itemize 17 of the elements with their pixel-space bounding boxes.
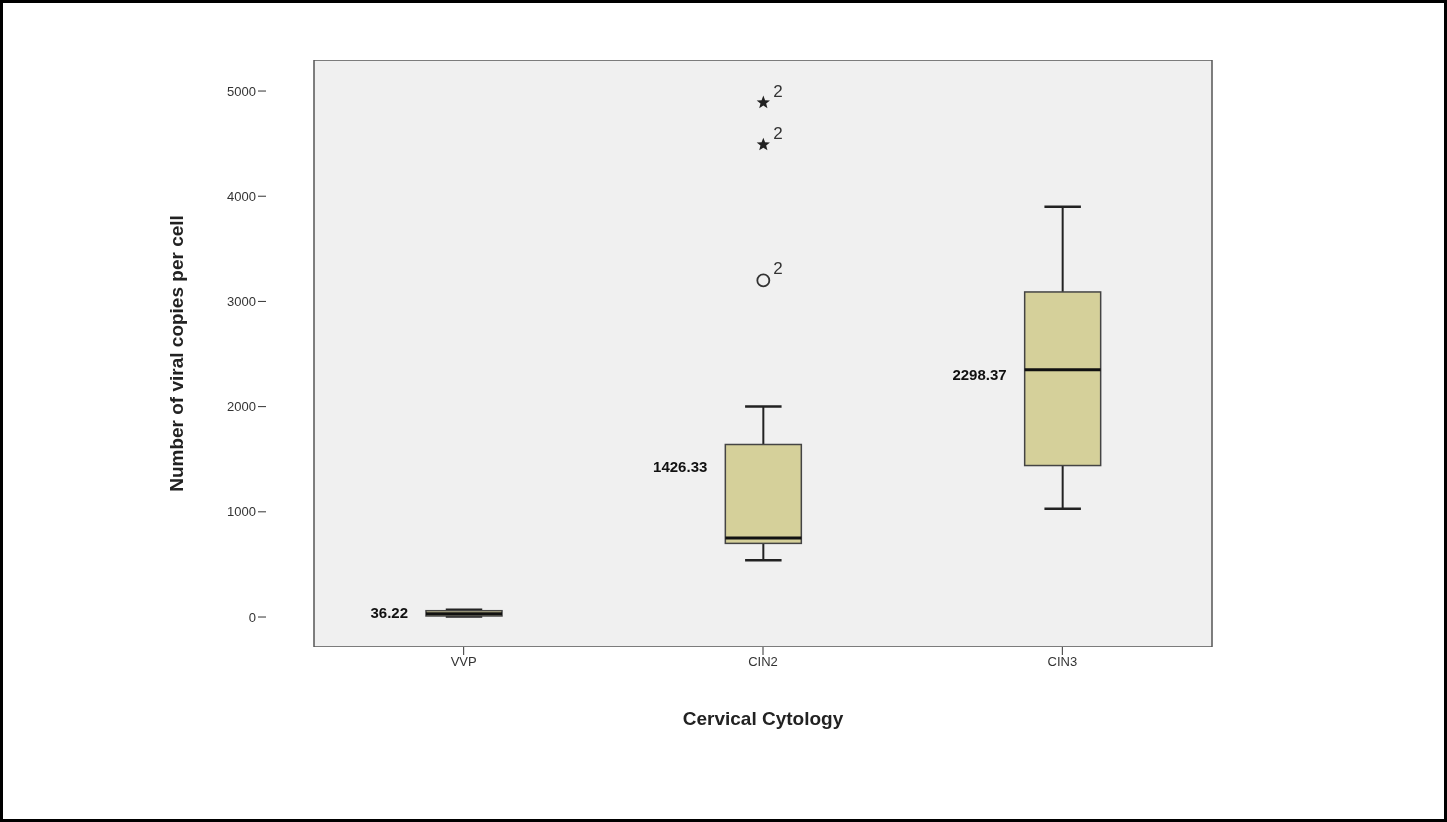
y-tick-label: 4000 xyxy=(227,188,256,204)
y-tick-label: 5000 xyxy=(227,83,256,99)
x-axis-title: Cervical Cytology xyxy=(682,708,844,729)
annotation: 36.22 xyxy=(370,604,408,622)
annotation: 2 xyxy=(773,259,783,279)
annotation: 2 xyxy=(773,123,783,143)
x-tick-label: VVP xyxy=(450,654,477,670)
annotation: 1426.33 xyxy=(653,457,708,475)
y-tick-label: 2000 xyxy=(227,399,256,415)
y-tick-label: 3000 xyxy=(227,294,256,310)
annotation: 2298.37 xyxy=(952,366,1007,384)
annotation: 2 xyxy=(773,81,783,101)
y-axis-title: Number of viral copies per cell xyxy=(165,215,187,492)
y-tick-label: 0 xyxy=(248,609,256,625)
y-tick-label: 1000 xyxy=(227,504,256,520)
x-tick-label: CIN2 xyxy=(748,654,778,670)
x-tick-label: CIN3 xyxy=(1047,654,1078,670)
